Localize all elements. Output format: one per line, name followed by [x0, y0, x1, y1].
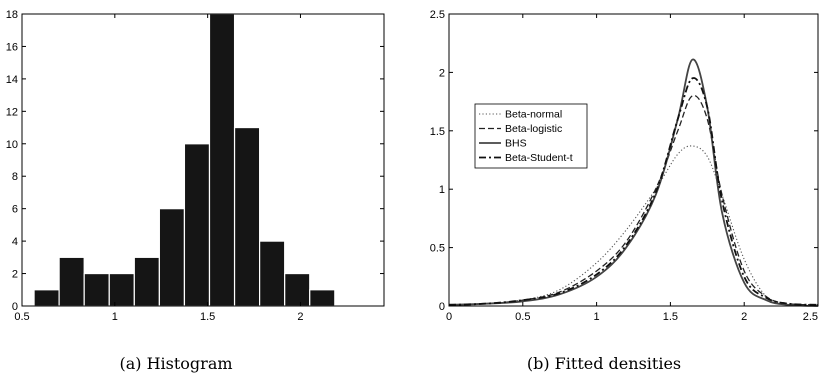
histogram-bar	[284, 272, 311, 307]
x-tick-label: 0	[446, 311, 452, 323]
histogram-bar	[259, 240, 286, 307]
y-tick-label: 1.5	[430, 126, 445, 138]
y-tick-label: 4	[12, 236, 18, 248]
x-tick-label: 1.5	[663, 311, 678, 323]
histogram-bar	[183, 143, 211, 307]
histogram-bar	[208, 13, 236, 307]
legend-box	[474, 103, 588, 169]
histogram-bar	[58, 256, 85, 307]
x-tick-label: 2	[741, 311, 747, 323]
y-tick-label: 2	[12, 269, 18, 281]
legend-label: BHS	[505, 138, 527, 150]
x-tick-label: 1	[112, 311, 118, 323]
y-tick-label: 8	[12, 171, 18, 183]
x-tick-label: 2	[297, 311, 303, 323]
x-tick-label: 2.5	[803, 311, 818, 323]
caption-fitted-densities: (b) Fitted densities	[527, 354, 681, 373]
legend-label: Beta-logistic	[505, 123, 562, 135]
histogram-panel: 0.5 1 1.5 2 0 2 4 6 8 10 12 14 16 18 (a) Histogram	[6, 9, 385, 373]
histogram-bar	[108, 272, 135, 307]
y-tick-label: 16	[6, 41, 18, 53]
legend: Beta-normal Beta-logistic BHS Beta-Student-…	[474, 103, 588, 169]
x-tick-label: 1	[594, 311, 600, 323]
y-tick-label: 6	[12, 204, 18, 216]
caption-histogram: (a) Histogram	[119, 354, 232, 373]
y-tick-label: 1	[439, 184, 445, 196]
histogram-bar	[133, 256, 160, 307]
y-tick-label: 0	[12, 301, 18, 313]
series-line-beta-normal	[448, 145, 819, 307]
histogram-bar	[158, 208, 186, 307]
plot-frame	[448, 13, 819, 307]
y-tick-label: 14	[6, 74, 18, 86]
histogram-bar	[233, 126, 261, 307]
density-curves	[448, 58, 819, 307]
plot-frame	[21, 13, 385, 307]
densities-panel: 0 0.5 1 1.5 2 2.500.511.522.5Beta-normalBeta-…	[430, 9, 819, 373]
x-tick-label: 0.5	[515, 311, 530, 323]
legend-label: Beta-Student-t	[505, 152, 573, 164]
legend-label: Beta-normal	[505, 109, 562, 121]
y-tick-label: 0	[439, 301, 445, 313]
y-tick-label: 10	[6, 139, 18, 151]
y-tick-label: 18	[6, 9, 18, 21]
y-tick-label: 2.5	[430, 9, 445, 21]
x-tick-label: 1.5	[200, 311, 215, 323]
x-tick-label: 0.5	[14, 311, 29, 323]
histogram-bar	[309, 289, 336, 307]
histogram-bar	[83, 272, 110, 307]
series-line-beta-student-t	[448, 77, 819, 306]
histogram-bars	[33, 13, 336, 307]
y-tick-label: 12	[6, 106, 18, 118]
y-tick-label: 2	[439, 67, 445, 79]
series-line-bhs	[448, 58, 819, 307]
y-tick-label: 0.5	[430, 243, 445, 255]
histogram-bar	[33, 289, 60, 307]
